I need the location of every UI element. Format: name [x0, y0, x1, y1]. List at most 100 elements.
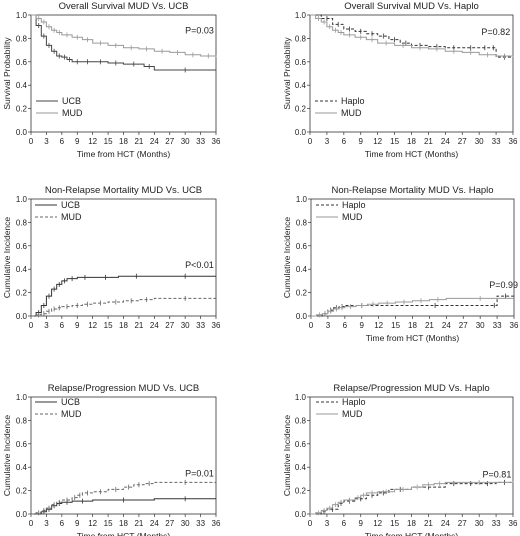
- y-axis-label: Cumulative Incidence: [2, 217, 12, 299]
- y-tick-label: 0.4: [295, 81, 307, 90]
- x-tick-label: 21: [134, 519, 143, 528]
- y-tick-label: 0.4: [295, 463, 307, 472]
- chart-title: Relapse/Progression MUD Vs. UCB: [48, 383, 200, 394]
- y-tick-label: 0.6: [16, 440, 28, 449]
- x-tick-label: 21: [425, 321, 434, 330]
- x-tick-label: 27: [459, 321, 468, 330]
- x-tick-label: 0: [308, 519, 313, 528]
- x-tick-label: 6: [60, 321, 65, 330]
- x-tick-label: 12: [88, 137, 97, 146]
- series-line-ucb: [31, 14, 216, 71]
- chart-title: Relapse/Progression MUD Vs. Haplo: [333, 383, 489, 394]
- y-tick-label: 1.0: [296, 195, 308, 204]
- legend-label-haplo: Haplo: [341, 96, 365, 106]
- x-tick-label: 27: [458, 519, 467, 528]
- x-tick-label: 6: [342, 519, 347, 528]
- x-tick-label: 24: [442, 321, 451, 330]
- x-tick-label: 9: [359, 519, 364, 528]
- chart-title: Non-Relapse Mortality MUD Vs. Haplo: [331, 185, 493, 196]
- p-value-annotation: P<0.01: [185, 260, 214, 270]
- x-tick-label: 21: [424, 519, 433, 528]
- y-tick-label: 1.0: [295, 393, 307, 402]
- x-tick-label: 0: [309, 321, 314, 330]
- x-tick-label: 27: [165, 137, 174, 146]
- x-tick-label: 18: [407, 519, 416, 528]
- x-tick-label: 30: [476, 321, 485, 330]
- legend-label-haplo: Haplo: [342, 200, 366, 210]
- x-tick-label: 21: [134, 137, 143, 146]
- p-value-annotation: P=0.01: [185, 469, 214, 479]
- legend-label-mud: MUD: [61, 212, 82, 222]
- x-tick-label: 36: [212, 321, 221, 330]
- x-tick-label: 36: [509, 519, 518, 528]
- x-tick-label: 15: [104, 321, 113, 330]
- x-tick-label: 3: [44, 321, 49, 330]
- legend-label-mud: MUD: [341, 108, 362, 118]
- x-axis-label: Time from HCT (Months): [77, 531, 171, 536]
- x-tick-label: 18: [119, 137, 128, 146]
- series-line-mud: [311, 297, 514, 317]
- chart-title: Non-Relapse Mortality MUD Vs. UCB: [45, 185, 202, 196]
- x-tick-label: 9: [75, 137, 80, 146]
- x-tick-label: 33: [196, 321, 205, 330]
- x-tick-label: 24: [150, 519, 159, 528]
- y-tick-label: 0.8: [296, 218, 308, 227]
- x-tick-label: 12: [373, 519, 382, 528]
- y-axis-label: Cumulative Incidence: [282, 415, 292, 497]
- x-tick-label: 30: [475, 519, 484, 528]
- x-tick-label: 15: [104, 137, 113, 146]
- series-line-mud: [31, 14, 217, 58]
- x-tick-label: 12: [88, 321, 97, 330]
- x-tick-label: 36: [509, 137, 518, 146]
- x-tick-label: 27: [165, 519, 174, 528]
- x-tick-label: 15: [390, 137, 399, 146]
- x-tick-label: 12: [88, 519, 97, 528]
- x-tick-label: 18: [119, 519, 128, 528]
- y-tick-label: 0.8: [16, 34, 28, 43]
- x-tick-label: 33: [196, 519, 205, 528]
- x-tick-label: 30: [475, 137, 484, 146]
- p-value-annotation: P=0.99: [489, 280, 518, 290]
- y-tick-label: 0.6: [295, 58, 307, 67]
- y-tick-label: 1.0: [16, 393, 28, 402]
- y-tick-label: 1.0: [16, 11, 28, 20]
- y-tick-label: 0.4: [16, 265, 28, 274]
- x-tick-label: 36: [510, 321, 519, 330]
- x-tick-label: 12: [374, 321, 383, 330]
- y-tick-label: 0.6: [295, 440, 307, 449]
- y-axis-label: Cumulative Incidence: [282, 217, 292, 299]
- y-tick-label: 0.6: [16, 242, 28, 251]
- x-tick-label: 30: [181, 321, 190, 330]
- y-tick-label: 1.0: [295, 11, 307, 20]
- legend-label-ucb: UCB: [61, 397, 80, 407]
- y-tick-label: 0.2: [295, 105, 307, 114]
- legend-label-mud: MUD: [62, 108, 83, 118]
- x-axis-label: Time from HCT (Months): [366, 333, 460, 343]
- legend-label-haplo: Haplo: [342, 397, 366, 407]
- x-tick-label: 18: [119, 321, 128, 330]
- x-axis-label: Time from HCT (Months): [365, 149, 459, 159]
- y-tick-label: 0.4: [16, 463, 28, 472]
- x-tick-label: 0: [308, 137, 313, 146]
- y-tick-label: 0.6: [16, 58, 28, 67]
- legend-label-mud: MUD: [342, 409, 363, 419]
- x-tick-label: 27: [165, 321, 174, 330]
- x-tick-label: 9: [360, 321, 365, 330]
- x-tick-label: 30: [181, 137, 190, 146]
- y-tick-label: 0.6: [296, 242, 308, 251]
- x-axis-label: Time from HCT (Months): [77, 149, 171, 159]
- x-tick-label: 3: [44, 519, 49, 528]
- y-tick-label: 0.0: [16, 312, 28, 321]
- y-tick-label: 0.2: [296, 289, 308, 298]
- p-value-annotation: P=0.82: [481, 27, 510, 37]
- x-tick-label: 33: [196, 137, 205, 146]
- legend-label-mud: MUD: [61, 409, 82, 419]
- y-axis-label: Cumulative Incidence: [2, 415, 12, 497]
- x-tick-label: 18: [407, 137, 416, 146]
- x-tick-label: 0: [29, 137, 34, 146]
- x-tick-label: 21: [424, 137, 433, 146]
- y-tick-label: 0.2: [16, 289, 28, 298]
